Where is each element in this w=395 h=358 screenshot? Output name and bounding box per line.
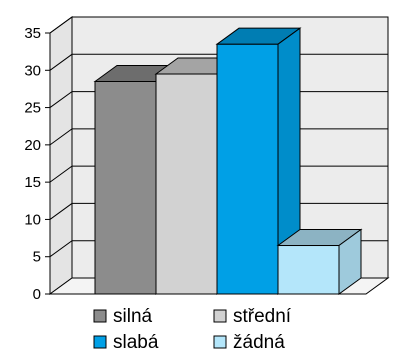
bar-front [277,245,340,295]
y-tick-label: 35 [24,25,41,42]
legend-item: střední [213,306,292,327]
legend-swatch [213,335,227,349]
y-tick-label: 15 [24,174,41,191]
y-tick-label: 5 [33,249,41,266]
bar [215,27,302,295]
y-tick-label: 10 [24,211,41,228]
legend-swatch [93,335,107,349]
bar [276,228,363,295]
side-wall [49,16,73,295]
y-tick-label: 30 [24,62,41,79]
legend-swatch [213,309,227,323]
legend: silná střední slabá žádná [93,306,292,353]
bar-front [155,73,218,295]
y-tick-label: 25 [24,100,41,117]
bar-side [338,228,362,295]
legend-item: slabá [93,332,159,353]
y-tick-label: 0 [33,286,41,303]
gridline [49,16,388,34]
y-axis: 0 5 10 15 20 25 30 35 [24,25,51,303]
bar-front [216,43,279,295]
bars [93,27,363,295]
legend-item: silná [93,306,153,327]
legend-label: silná [113,306,153,327]
legend-item: žádná [213,332,285,353]
bar-front [94,80,157,295]
legend-swatch [93,309,107,323]
legend-label: slabá [113,332,159,353]
y-tick-label: 20 [24,137,41,154]
legend-label: střední [233,306,292,327]
legend-label: žádná [233,332,285,353]
